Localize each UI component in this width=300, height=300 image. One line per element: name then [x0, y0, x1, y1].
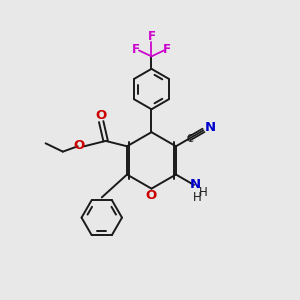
Text: F: F	[148, 30, 155, 43]
Text: F: F	[163, 43, 171, 56]
Text: O: O	[73, 139, 85, 152]
Text: H: H	[199, 186, 207, 199]
Text: F: F	[132, 43, 140, 56]
Text: H: H	[193, 191, 201, 204]
Text: O: O	[95, 109, 107, 122]
Text: N: N	[190, 178, 201, 191]
Text: N: N	[205, 121, 216, 134]
Text: C: C	[186, 134, 193, 144]
Text: O: O	[146, 189, 157, 202]
